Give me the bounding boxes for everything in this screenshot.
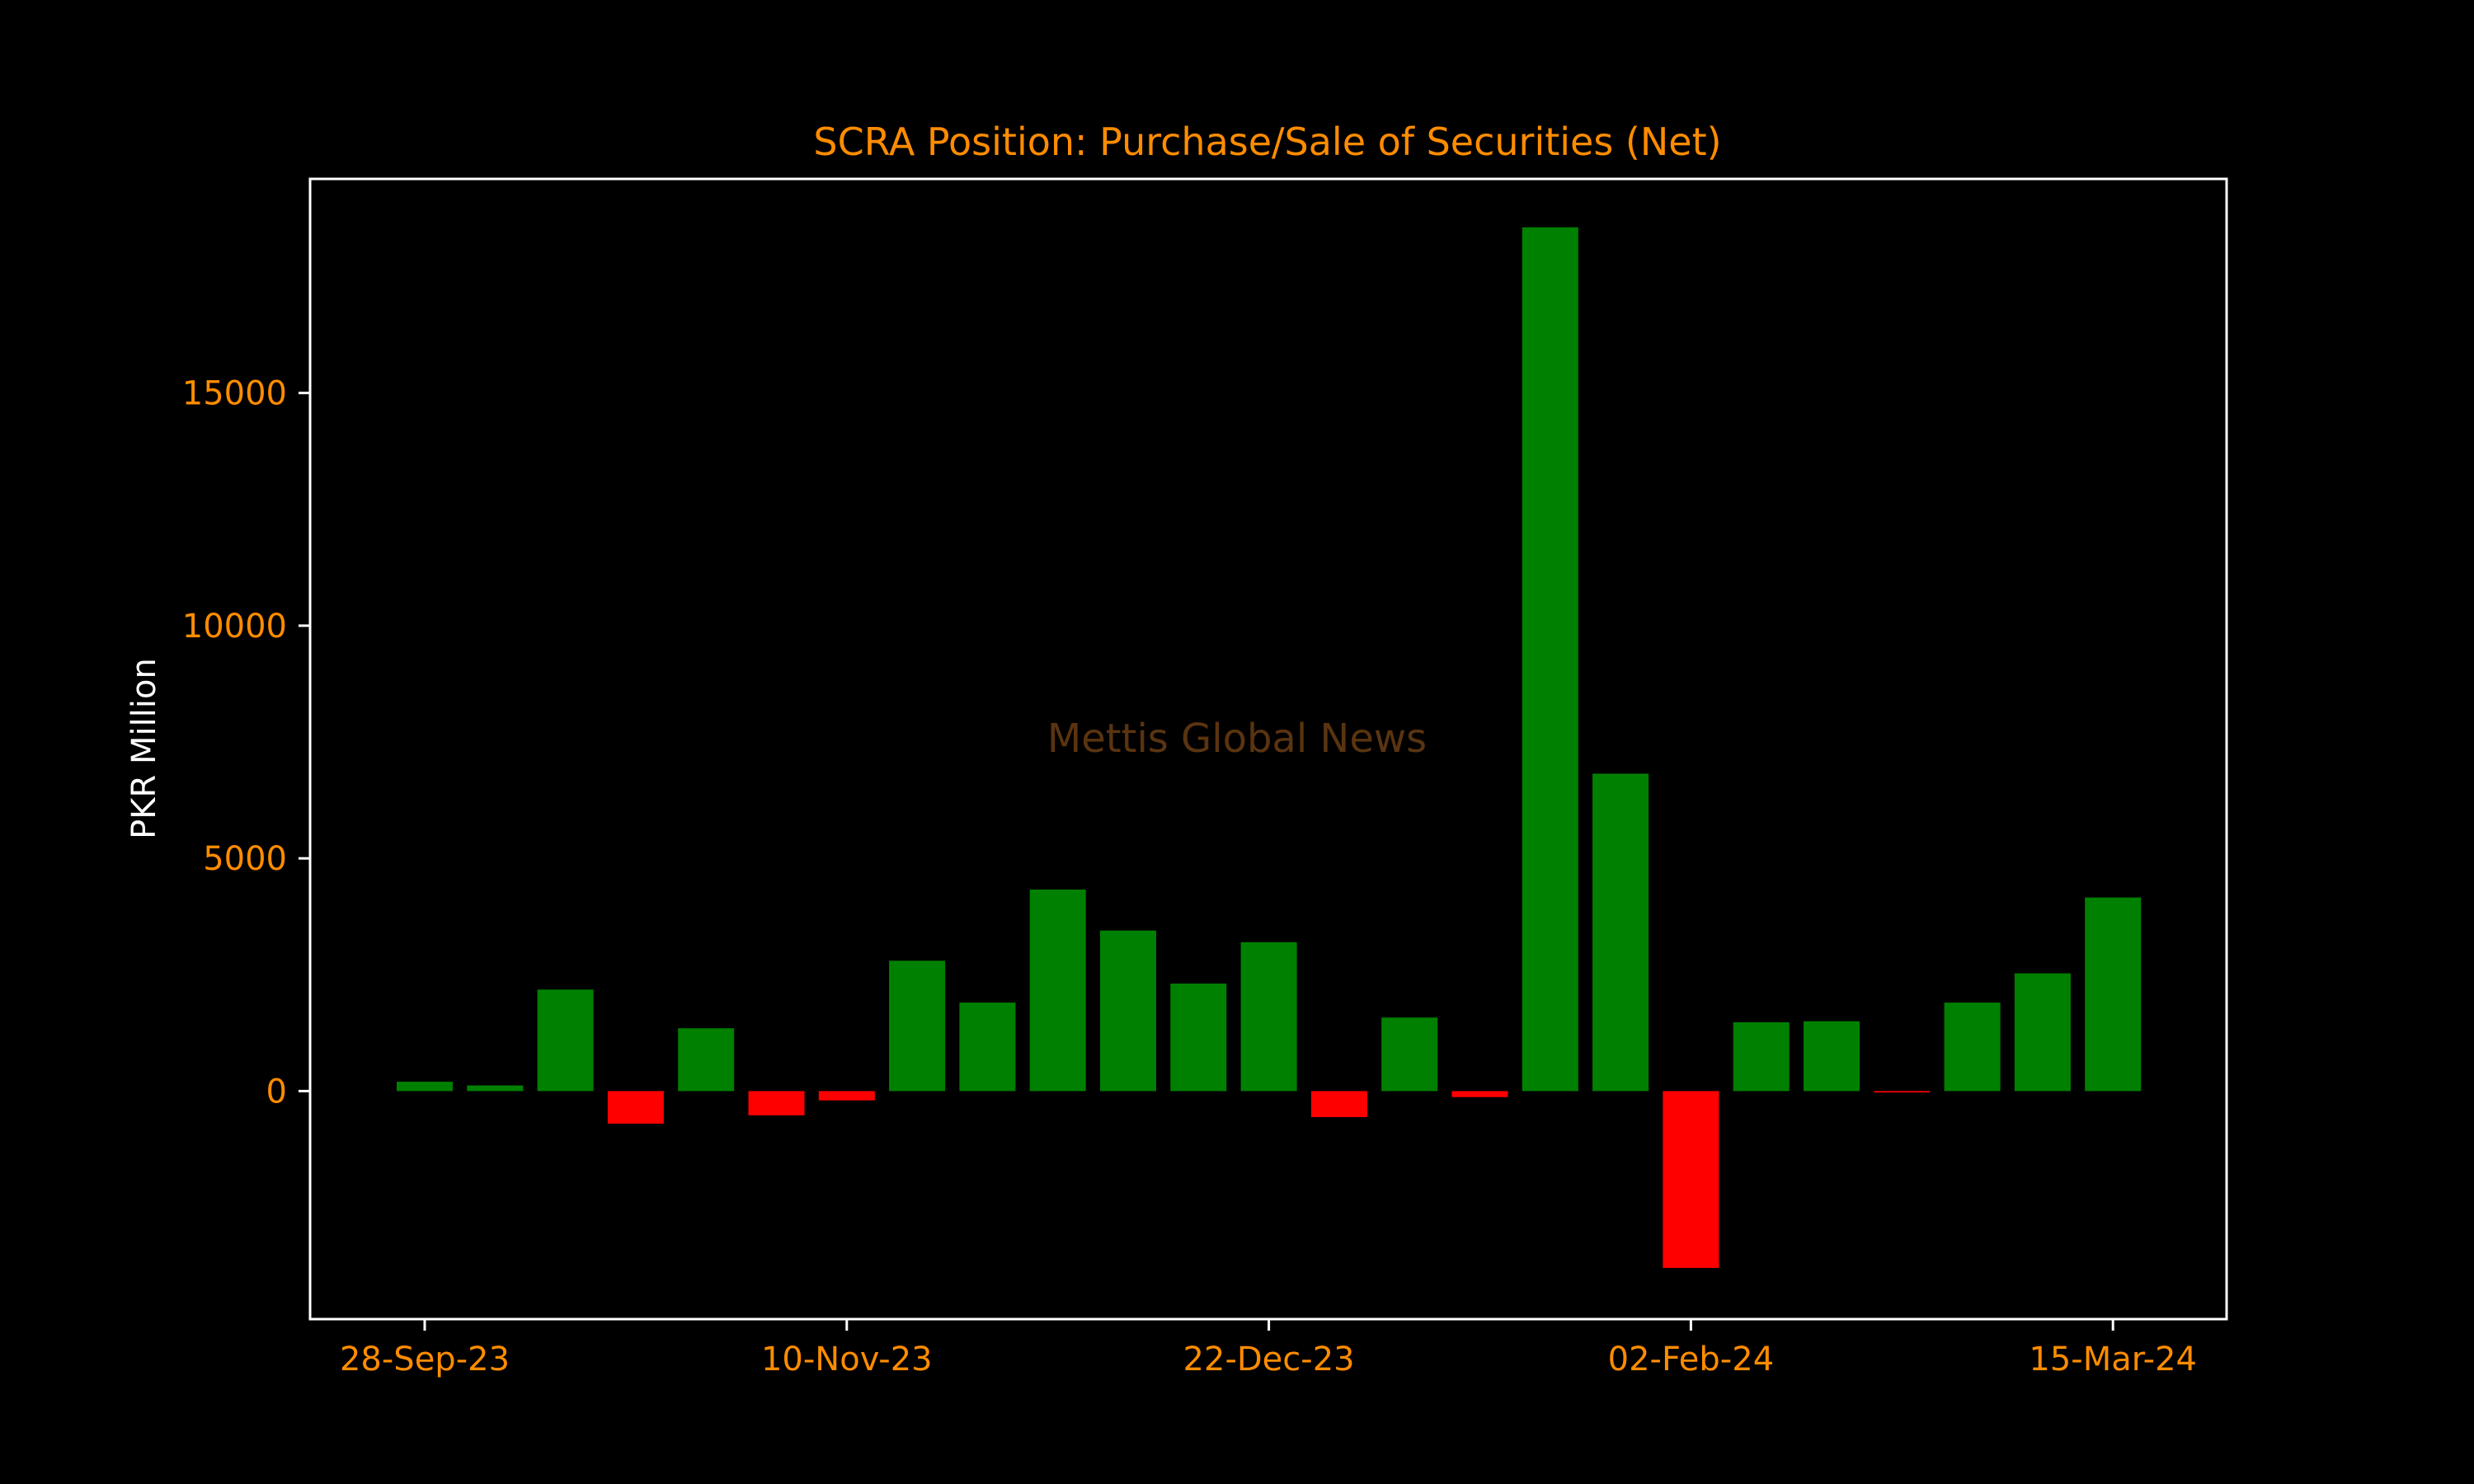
bar-09-Feb-24 bbox=[1733, 1021, 1790, 1092]
y-axis-label: PKR Million bbox=[125, 658, 163, 839]
x-tick-label: 22-Dec-23 bbox=[1183, 1341, 1355, 1378]
bar-02-Feb-24 bbox=[1663, 1091, 1719, 1268]
plot-frame bbox=[308, 177, 2228, 1321]
bar-29-Dec-23 bbox=[1310, 1091, 1367, 1117]
bar-01-Dec-23 bbox=[1029, 890, 1086, 1092]
bar-19-Jan-24 bbox=[1522, 227, 1578, 1092]
bar-16-Feb-24 bbox=[1804, 1021, 1860, 1092]
bar-10-Nov-23 bbox=[818, 1091, 875, 1101]
bar-05-Jan-24 bbox=[1381, 1017, 1438, 1092]
bar-12-Jan-24 bbox=[1451, 1091, 1508, 1097]
bar-06-Oct-23 bbox=[467, 1085, 524, 1092]
x-ticks-group: 28-Sep-23 10-Nov-23 22-Dec-23 02-Feb-24 15-M… bbox=[340, 1319, 2197, 1378]
x-tick-label: 02-Feb-24 bbox=[1608, 1341, 1774, 1378]
x-tick-label: 28-Sep-23 bbox=[340, 1341, 510, 1378]
bar-26-Jan-24 bbox=[1592, 773, 1649, 1092]
bar-15-Dec-23 bbox=[1170, 984, 1227, 1092]
bar-01-Mar-24 bbox=[1944, 1003, 2001, 1092]
bar-20-Oct-23 bbox=[607, 1091, 664, 1124]
bar-15-Mar-24 bbox=[2085, 897, 2142, 1092]
y-tick-label: 15000 bbox=[182, 375, 287, 413]
chart-title: SCRA Position: Purchase/Sale of Securiti… bbox=[813, 120, 1721, 164]
bars-group bbox=[397, 227, 2142, 1268]
bar-03-Nov-23 bbox=[748, 1091, 805, 1115]
y-tick-label: 10000 bbox=[182, 608, 287, 646]
y-tick-label: 0 bbox=[266, 1073, 287, 1111]
x-tick-label: 15-Mar-24 bbox=[2029, 1341, 2197, 1378]
bar-23-Feb-24 bbox=[1874, 1091, 1931, 1093]
y-ticks-group: 0 5000 10000 15000 bbox=[182, 375, 310, 1111]
chart-watermark: Mettis Global News bbox=[1047, 716, 1427, 762]
bar-24-Nov-23 bbox=[959, 1003, 1016, 1092]
bar-28-Sep-23 bbox=[397, 1082, 453, 1092]
bar-27-Oct-23 bbox=[678, 1028, 735, 1092]
bar-08-Mar-24 bbox=[2014, 973, 2071, 1092]
bar-22-Dec-23 bbox=[1240, 942, 1297, 1092]
bar-17-Nov-23 bbox=[889, 960, 946, 1092]
x-tick-label: 10-Nov-23 bbox=[761, 1341, 933, 1378]
bar-13-Oct-23 bbox=[537, 989, 594, 1092]
bar-08-Dec-23 bbox=[1100, 930, 1156, 1092]
y-tick-label: 5000 bbox=[203, 840, 287, 878]
